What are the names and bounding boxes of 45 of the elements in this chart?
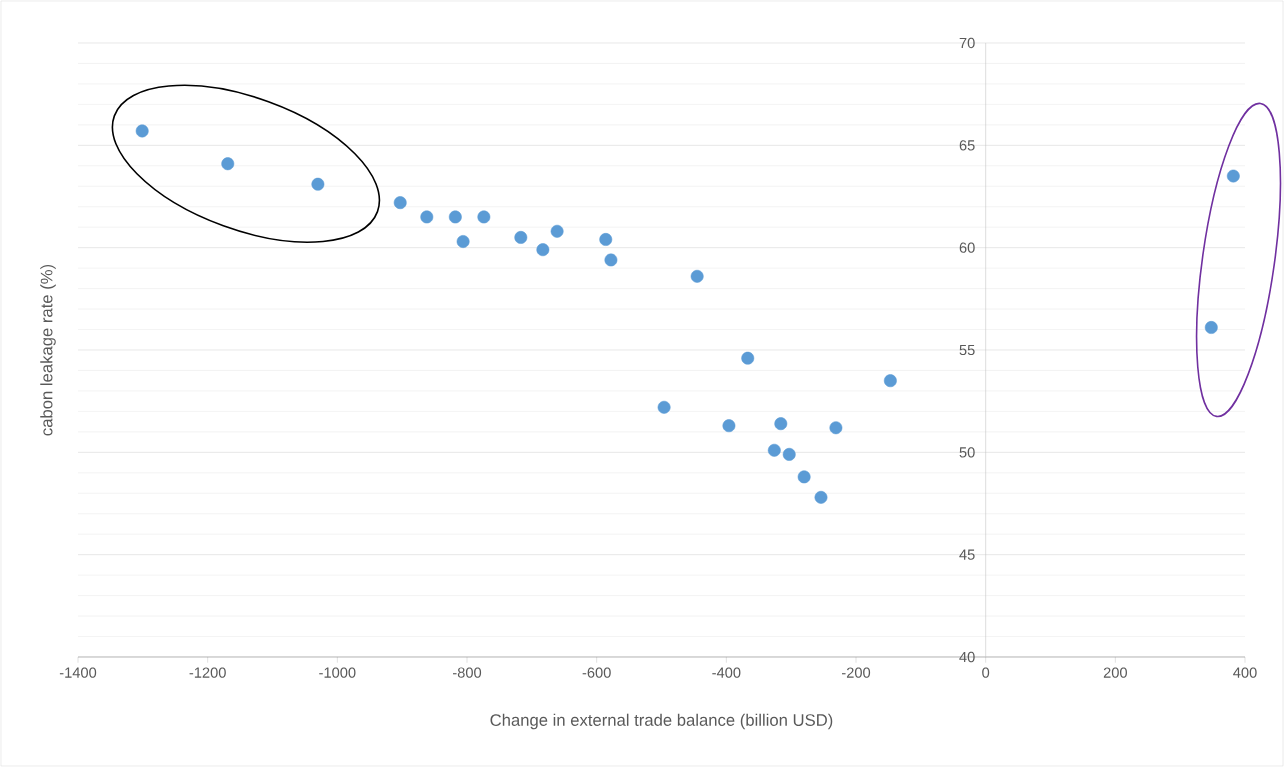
point: [311, 177, 325, 191]
x-tick-label: 400: [1233, 667, 1257, 678]
point: [514, 231, 528, 244]
point: [774, 417, 788, 431]
y-tick-label: 65: [959, 140, 975, 151]
y-tick-label: 45: [959, 549, 975, 560]
point: [829, 421, 843, 435]
point: [782, 447, 796, 461]
x-tick-label: -1400: [59, 667, 97, 678]
point: [797, 470, 811, 484]
y-tick-label: 70: [959, 37, 975, 49]
x-tick-label: 0: [982, 667, 990, 678]
point: [767, 443, 781, 457]
y-tick-label: 40: [959, 651, 975, 663]
x-tick-label: -800: [452, 667, 482, 678]
point: [690, 269, 704, 283]
x-tick-label: 200: [1103, 667, 1127, 678]
x-tick-label: -1000: [319, 667, 356, 678]
point: [1226, 169, 1240, 183]
y-tick-label: 60: [959, 242, 975, 253]
point: [477, 210, 491, 224]
y-axis-title: cabon leakage rate (%): [40, 264, 56, 436]
point: [599, 233, 613, 246]
point: [814, 490, 828, 504]
point: [883, 374, 897, 388]
point: [135, 124, 149, 138]
point: [722, 419, 736, 433]
point: [657, 400, 671, 414]
x-tick-label: -1200: [189, 667, 226, 678]
y-tick-label: 50: [959, 447, 975, 458]
point: [550, 224, 564, 238]
point: [741, 351, 755, 365]
x-tick-label: -400: [712, 667, 741, 678]
y-tick-label: 55: [959, 344, 975, 356]
point: [448, 210, 462, 224]
point: [1204, 321, 1218, 334]
point: [393, 196, 407, 210]
point: [420, 210, 434, 224]
point: [221, 157, 235, 171]
x-tick-label: -200: [841, 667, 871, 678]
point: [536, 243, 550, 257]
point: [604, 253, 618, 267]
x-tick-label: -600: [582, 667, 611, 678]
x-axis-title: Change in external trade balance (billion USD): [490, 713, 833, 730]
point: [456, 235, 470, 248]
